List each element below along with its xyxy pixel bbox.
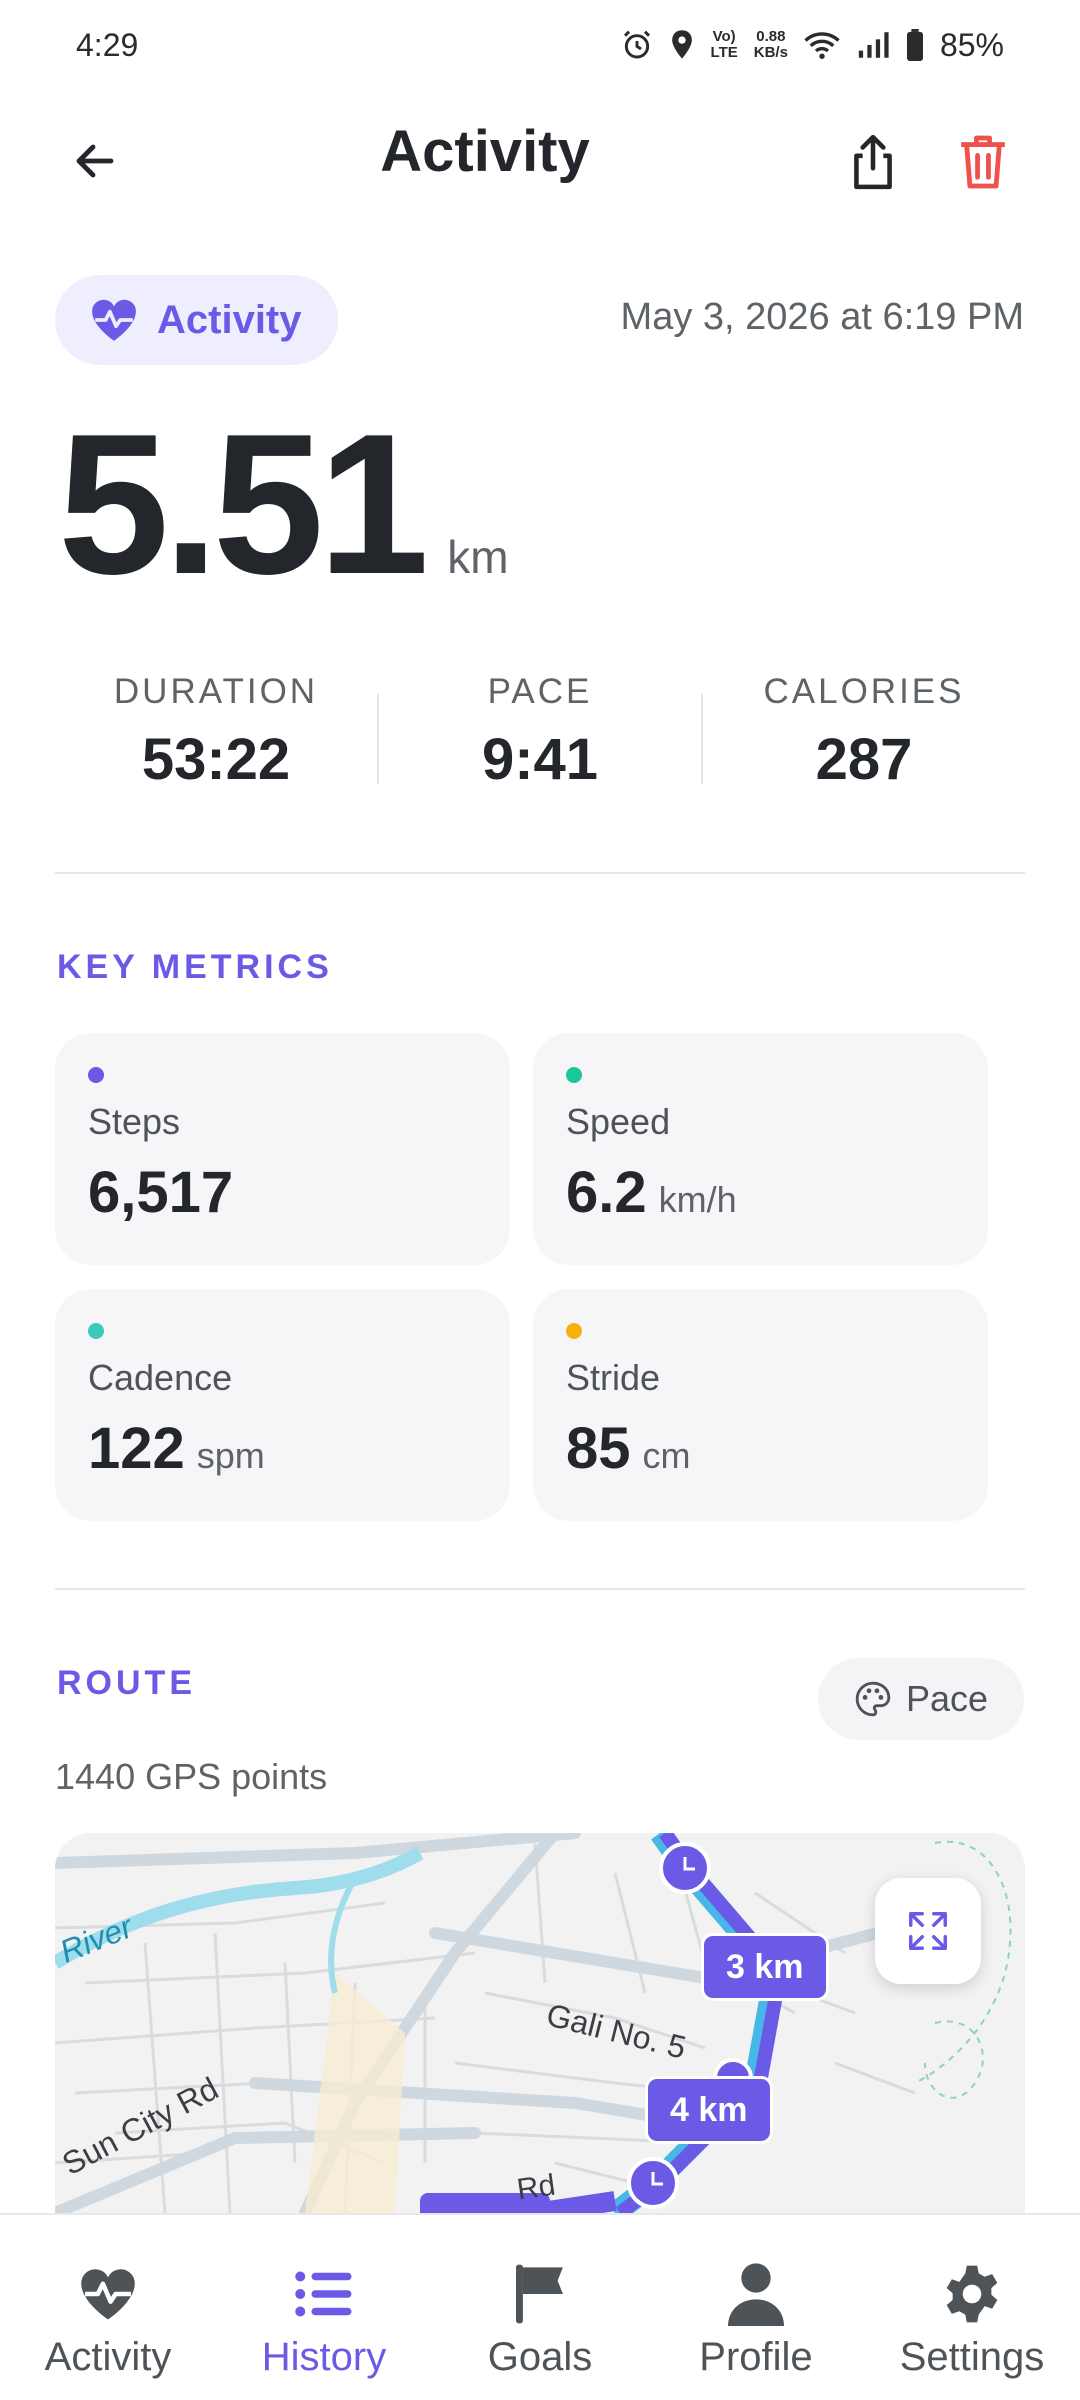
- route-color-mode-label: Pace: [905, 1678, 989, 1719]
- key-metrics-title: KEY METRICS: [57, 948, 333, 986]
- metric-value: 122: [88, 1416, 185, 1481]
- stat-label: PACE: [487, 672, 593, 711]
- metric-card-speed: Speed 6.2 km/h: [533, 1033, 988, 1265]
- heart-pulse-icon: [92, 299, 136, 341]
- nav-label: Activity: [44, 2335, 172, 2379]
- palette-icon: [855, 1681, 891, 1717]
- stat-value: 53:22: [141, 727, 291, 792]
- app-bar: Activity: [0, 100, 1080, 220]
- nav-history[interactable]: History: [216, 2215, 432, 2400]
- route-title: ROUTE: [57, 1664, 196, 1702]
- divider: [55, 1588, 1025, 1590]
- metric-value: 6.2: [566, 1160, 647, 1225]
- activity-date: May 3, 2026 at 6:19 PM: [620, 296, 1024, 338]
- metric-unit: cm: [642, 1435, 691, 1476]
- expand-icon: [909, 1912, 947, 1950]
- map-expand-button[interactable]: [875, 1878, 981, 1984]
- activity-type-chip: Activity: [55, 275, 338, 365]
- volte-indicator: Vo) LTE: [710, 28, 738, 61]
- metric-label: Speed: [566, 1101, 671, 1142]
- status-icons: Vo) LTE 0.88 KB/s 85%: [621, 27, 1004, 64]
- gear-icon: [946, 2265, 998, 2323]
- flag-icon: [516, 2264, 563, 2324]
- metric-dot: [88, 1323, 104, 1339]
- bottom-nav: Activity History Goals Profile Settings: [0, 2213, 1080, 2400]
- signal-icon: [858, 32, 889, 58]
- nav-goals[interactable]: Goals: [432, 2215, 648, 2400]
- wifi-icon: [804, 32, 840, 59]
- metric-dot: [88, 1067, 104, 1083]
- page-title: Activity: [380, 119, 590, 184]
- stat-pace: PACE 9:41: [390, 672, 690, 793]
- battery-icon: [906, 29, 923, 61]
- person-icon: [728, 2263, 784, 2326]
- list-icon: [295, 2271, 352, 2317]
- divider: [55, 872, 1025, 874]
- stat-divider: [701, 694, 703, 784]
- alarm-icon: [623, 30, 650, 59]
- stat-label: CALORIES: [763, 672, 965, 711]
- share-icon: [854, 134, 892, 190]
- network-speed: 0.88 KB/s: [753, 28, 788, 61]
- nav-label: Settings: [899, 2335, 1045, 2379]
- metric-label: Stride: [566, 1357, 661, 1398]
- activity-type-label: Activity: [157, 297, 302, 342]
- status-bar: 4:29 Vo) LTE 0.88 KB/s 85%: [0, 0, 1080, 90]
- nav-activity[interactable]: Activity: [0, 2215, 216, 2400]
- stat-value: 9:41: [481, 727, 599, 792]
- nav-profile[interactable]: Profile: [648, 2215, 864, 2400]
- delete-button[interactable]: [948, 124, 1018, 200]
- stat-divider: [377, 694, 379, 784]
- metric-value: 85: [566, 1416, 631, 1481]
- gps-points-count: 1440 GPS points: [55, 1756, 328, 1797]
- back-button[interactable]: [60, 126, 130, 196]
- metric-label: Cadence: [88, 1357, 233, 1398]
- km-marker: 4 km: [645, 2076, 773, 2144]
- heart-pulse-icon: [81, 2269, 135, 2320]
- battery-percent: 85%: [939, 26, 1004, 63]
- nav-label: Profile: [699, 2335, 813, 2379]
- stat-duration: DURATION 53:22: [66, 672, 366, 793]
- stat-value: 287: [815, 727, 913, 792]
- metric-dot: [566, 1067, 582, 1083]
- map-tiles: [55, 1833, 1025, 2213]
- map-label-street: Rd: [514, 2168, 558, 2207]
- metric-unit: km/h: [658, 1179, 737, 1220]
- metric-unit: spm: [196, 1435, 265, 1476]
- metric-label: Steps: [88, 1101, 181, 1142]
- metric-dot: [566, 1323, 582, 1339]
- metric-card-steps: Steps 6,517: [55, 1033, 510, 1265]
- location-icon: [671, 30, 692, 59]
- metric-card-stride: Stride 85 cm: [533, 1289, 988, 1521]
- metric-value: 6,517: [88, 1160, 234, 1225]
- stat-calories: CALORIES 287: [714, 672, 1014, 793]
- stat-label: DURATION: [113, 672, 319, 711]
- metric-card-cadence: Cadence 122 spm: [55, 1289, 510, 1521]
- route-color-mode-button[interactable]: Pace: [818, 1658, 1024, 1740]
- status-time: 4:29: [76, 26, 139, 63]
- trash-icon: [961, 135, 1005, 189]
- km-marker: 3 km: [701, 1933, 829, 2001]
- nav-label: History: [261, 2335, 387, 2379]
- share-button[interactable]: [838, 124, 908, 200]
- distance-unit: km: [447, 531, 509, 583]
- nav-settings[interactable]: Settings: [864, 2215, 1080, 2400]
- summary-stats: DURATION 53:22 PACE 9:41 CALORIES 287: [0, 672, 1080, 802]
- distance-value: 5.51: [58, 393, 429, 616]
- arrow-left-icon: [76, 144, 114, 178]
- distance-display: 5.51 km: [58, 405, 509, 605]
- nav-label: Goals: [487, 2335, 593, 2379]
- route-map[interactable]: River Gali No. 5 Sun City Rd Rd 3 km 4 k…: [55, 1833, 1025, 2213]
